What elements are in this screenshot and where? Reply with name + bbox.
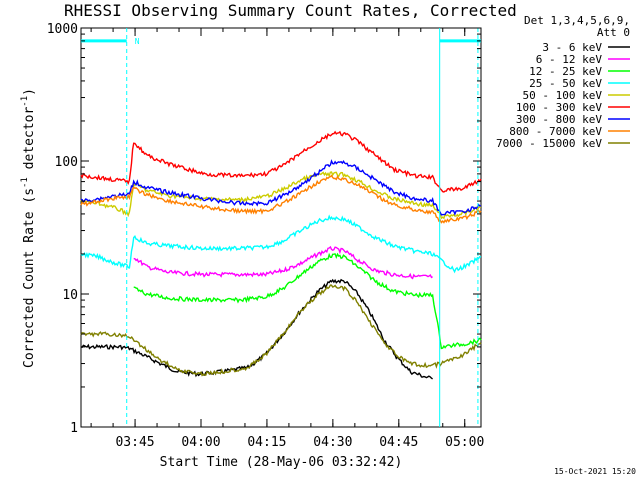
series-line (80, 278, 433, 380)
axis-layer: 1 10 100 1000 03:45 04:00 04:15 04:30 04:45 05:00 (47, 22, 485, 450)
y-axis-label-main: Corrected Count Rate (s (22, 188, 37, 368)
marker-label: N (135, 37, 140, 46)
series-layer (80, 130, 482, 380)
footer-timestamp: 15-Oct-2021 15:20 (554, 467, 636, 476)
y-tick-label: 1000 (47, 22, 78, 37)
marker-layer: N (81, 28, 481, 427)
x-tick-label: 04:30 (313, 435, 352, 450)
legend-header: Att 0 (597, 26, 630, 39)
y-axis-label: Corrected Count Rate (s-1 detector-1) (20, 88, 37, 368)
y-axis-label-mid: detector (22, 107, 37, 178)
x-tick-label: 05:00 (445, 435, 484, 450)
series-line (133, 245, 433, 280)
legend-label: 7000 - 15000 keV (496, 137, 602, 150)
series-line (80, 130, 482, 193)
plot-frame (80, 27, 482, 428)
series-line (80, 171, 482, 220)
legend-label: 300 - 800 keV (516, 113, 602, 126)
legend-label: 3 - 6 keV (542, 41, 602, 54)
x-tick-label: 03:45 (115, 435, 154, 450)
legend-label: 6 - 12 keV (536, 53, 603, 66)
series-line (80, 174, 482, 224)
y-tick-label: 10 (62, 288, 78, 303)
x-tick-label: 04:00 (181, 435, 220, 450)
legend-header: Det 1,3,4,5,6,9, (524, 14, 630, 27)
x-tick-label: 04:45 (379, 435, 418, 450)
chart-title: RHESSI Observing Summary Count Rates, Co… (64, 1, 517, 20)
series-line (80, 284, 482, 377)
y-tick-label: 1 (70, 421, 78, 436)
legend-label: 800 - 7000 keV (509, 125, 602, 138)
legend-label: 100 - 300 keV (516, 101, 602, 114)
y-axis-label-end: ) (22, 88, 37, 96)
series-line (80, 214, 482, 274)
y-axis-label-sup1: -1 (20, 177, 30, 188)
x-axis-label: Start Time (28-May-06 03:32:42) (160, 455, 403, 470)
y-tick-label: 100 (55, 155, 78, 170)
legend-label: 25 - 50 keV (529, 77, 602, 90)
series-line (80, 159, 482, 216)
series-line (133, 252, 482, 350)
y-axis-label-sup2: -1 (20, 96, 30, 107)
x-tick-label: 04:15 (247, 435, 286, 450)
legend-label: 50 - 100 keV (523, 89, 603, 102)
legend-label: 12 - 25 keV (529, 65, 602, 78)
